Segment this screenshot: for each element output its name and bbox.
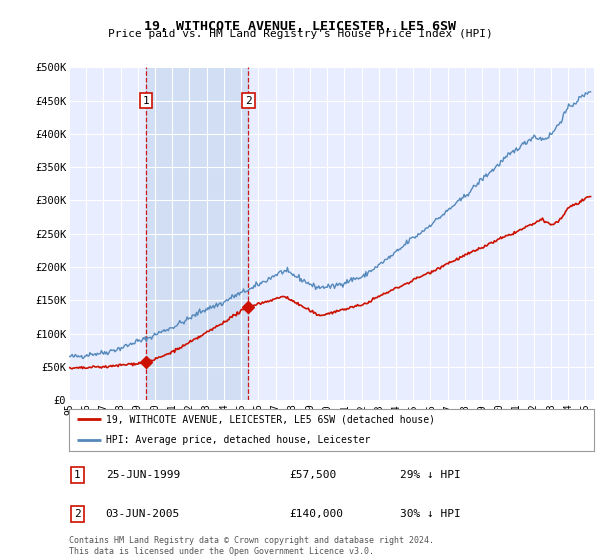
Text: 2: 2 bbox=[245, 96, 252, 105]
Text: Price paid vs. HM Land Registry's House Price Index (HPI): Price paid vs. HM Land Registry's House … bbox=[107, 29, 493, 39]
Text: 1: 1 bbox=[74, 470, 81, 480]
Text: 19, WITHCOTE AVENUE, LEICESTER, LE5 6SW: 19, WITHCOTE AVENUE, LEICESTER, LE5 6SW bbox=[144, 20, 456, 32]
Text: HPI: Average price, detached house, Leicester: HPI: Average price, detached house, Leic… bbox=[106, 435, 370, 445]
Text: £57,500: £57,500 bbox=[290, 470, 337, 480]
Text: 2: 2 bbox=[74, 509, 81, 519]
Bar bbox=[146, 67, 248, 400]
Text: 19, WITHCOTE AVENUE, LEICESTER, LE5 6SW (detached house): 19, WITHCOTE AVENUE, LEICESTER, LE5 6SW … bbox=[106, 414, 435, 424]
Text: 29% ↓ HPI: 29% ↓ HPI bbox=[400, 470, 461, 480]
Text: 03-JUN-2005: 03-JUN-2005 bbox=[106, 509, 180, 519]
Text: 1: 1 bbox=[143, 96, 149, 105]
Text: 25-JUN-1999: 25-JUN-1999 bbox=[106, 470, 180, 480]
Text: £140,000: £140,000 bbox=[290, 509, 343, 519]
Text: 30% ↓ HPI: 30% ↓ HPI bbox=[400, 509, 461, 519]
Text: Contains HM Land Registry data © Crown copyright and database right 2024.
This d: Contains HM Land Registry data © Crown c… bbox=[69, 536, 434, 556]
